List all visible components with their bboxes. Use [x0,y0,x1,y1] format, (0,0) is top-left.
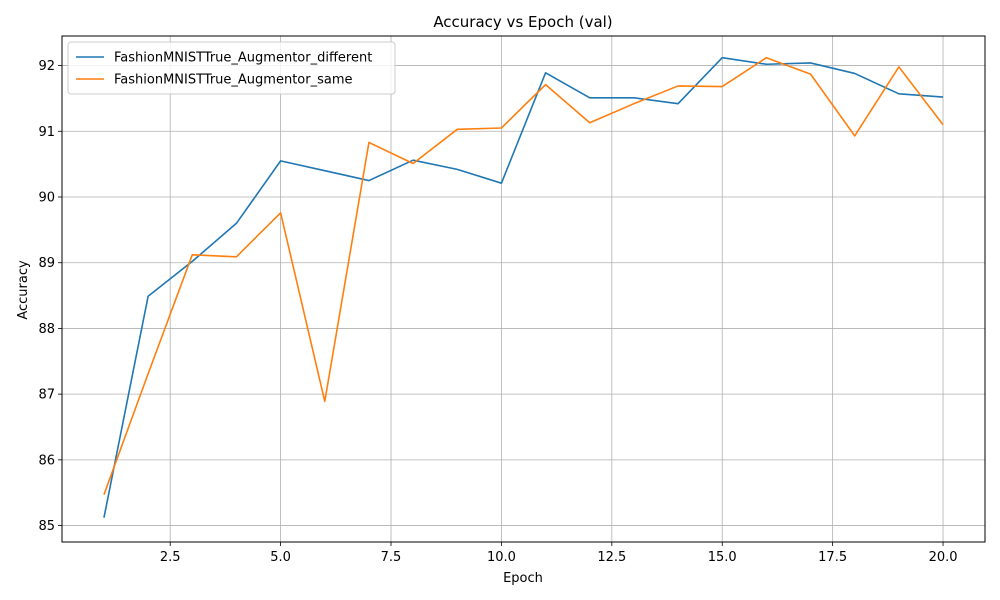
x-tick-label: 5.0 [270,550,291,565]
grid [62,36,985,542]
series-line-1 [103,56,944,495]
legend-box [67,41,396,95]
y-tick-label: 90 [38,191,55,206]
series-lines [103,56,944,518]
y-tick-label: 91 [38,125,55,140]
x-tick-label: 7.5 [381,550,402,565]
y-tick-label: 85 [38,519,55,534]
y-tick-label: 88 [38,322,55,337]
y-axis-ticks: 85 86 87 88 89 90 91 92 [38,59,62,534]
plot-frame [61,35,986,543]
x-axis-ticks: 2.5 5.0 7.5 10.0 12.5 15.0 17.5 20.0 [160,542,958,565]
x-tick-label: 12.5 [597,550,626,565]
x-tick-label: 10.0 [487,550,516,565]
y-axis-label: Accuracy [16,260,31,320]
legend-label-1: FashionMNISTTrue_Augmentor_same [114,73,353,88]
y-tick-label: 89 [38,256,55,271]
x-tick-label: 15.0 [708,550,737,565]
y-tick-label: 92 [38,59,55,74]
x-tick-label: 20.0 [929,550,958,565]
chart-title: Accuracy vs Epoch (val) [433,13,612,31]
legend-label-0: FashionMNISTTrue_Augmentor_different [114,51,372,66]
x-tick-label: 2.5 [160,550,181,565]
series-line-0 [103,56,944,518]
x-tick-label: 17.5 [818,550,847,565]
legend: FashionMNISTTrue_Augmentor_different Fash… [67,41,396,95]
y-tick-label: 87 [38,388,55,403]
x-axis-label: Epoch [503,571,543,586]
y-tick-label: 86 [38,453,55,468]
